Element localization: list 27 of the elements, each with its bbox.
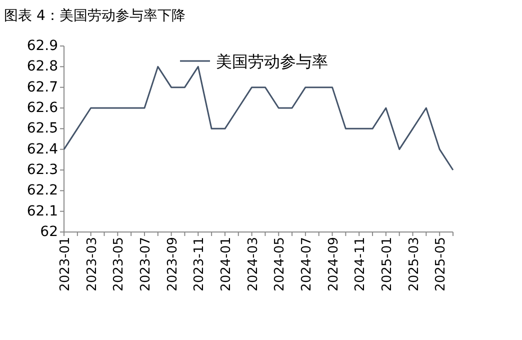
x-tick-label: 2025-01: [380, 237, 395, 292]
x-tick-label: 2023-05: [112, 237, 127, 292]
y-tick-label: 62.6: [26, 100, 58, 116]
x-tick-label: 2023-03: [84, 237, 100, 292]
y-tick-label: 62: [40, 224, 58, 240]
x-tick-label: 2023-01: [58, 237, 73, 292]
x-tick-label: 2025-03: [406, 237, 422, 292]
y-tick-label: 62.4: [26, 141, 58, 158]
y-tick-label: 62.5: [26, 120, 58, 137]
x-tick-label: 2023-09: [165, 237, 180, 292]
x-tick-label: 2023-07: [138, 237, 154, 292]
x-tick-label: 2024-05: [272, 237, 288, 292]
y-tick-label: 62.8: [26, 58, 58, 75]
chart-title: 图表 4：美国劳动参与率下降: [4, 8, 186, 24]
x-tick-label: 2024-07: [299, 237, 314, 292]
y-tick-label: 62.3: [26, 162, 58, 178]
y-tick-label: 62.9: [26, 38, 58, 54]
x-tick-label: 2025-05: [434, 237, 449, 292]
x-tick-label: 2023-11: [192, 237, 208, 292]
x-tick-label: 2024-11: [353, 237, 368, 292]
y-tick-label: 62.7: [26, 79, 58, 96]
y-tick-label: 62.2: [26, 182, 58, 199]
legend-label: 美国劳动参与率: [216, 52, 328, 71]
x-tick-label: 2024-01: [218, 237, 234, 292]
x-tick-label: 2024-09: [326, 237, 342, 292]
y-tick-label: 62.1: [26, 203, 58, 220]
x-tick-label: 2024-03: [246, 237, 261, 292]
